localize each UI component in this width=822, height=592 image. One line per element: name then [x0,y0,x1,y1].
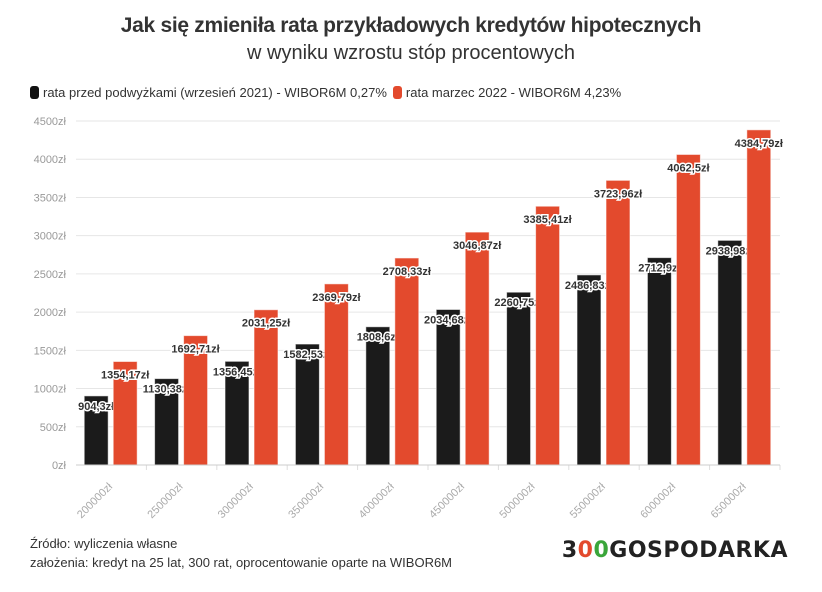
legend-label-before[interactable]: rata przed podwyżkami (wrzesień 2021) - … [43,85,387,100]
data-label: 1808,6zł [357,332,399,344]
data-label: 4062,5zł [667,162,709,174]
bar-before [154,378,180,466]
y-tick-label: 3500zł [34,192,67,204]
data-label: 1356,45zł [213,366,261,378]
bar-before [646,257,672,466]
data-label: 2034,68zł [424,314,472,326]
y-tick-label: 2000zł [34,307,67,319]
bar-march [112,360,138,466]
y-tick-label: 2500zł [34,269,67,281]
y-tick-label: 0zł [52,460,67,472]
legend: rata przed podwyżkami (wrzesień 2021) - … [30,85,621,100]
data-label: 2938,98zł [706,245,754,257]
bar-before [435,308,461,466]
x-tick-label: 600000zł [638,480,678,520]
y-tick-label: 3000zł [34,231,67,243]
source-note: Źródło: wyliczenia własne [30,536,178,551]
bar-before [294,343,320,466]
data-label: 2486,83zł [565,280,613,292]
data-label: 3723,96zł [594,188,642,200]
data-label: 1354,17zł [101,369,149,381]
x-tick-label: 200000zł [75,480,115,520]
bar-march [323,283,349,466]
data-label: 904,3zł [78,401,114,413]
data-label: 2708,33zł [383,266,431,278]
bar-march [535,205,561,466]
bar-march [183,335,209,466]
bar-march [605,179,631,466]
x-tick-label: 300000zł [216,480,256,520]
y-tick-label: 1500zł [34,345,67,357]
x-tick-label: 500000zł [497,480,537,520]
x-tick-label: 350000zł [286,480,326,520]
x-tick-label: 650000zł [709,480,749,520]
y-tick-label: 1000zł [34,384,67,396]
data-label: 2260,75zł [494,297,542,309]
plot-area: 0zł 500zł 1000zł 1500zł 2000zł 2500zł 3000zł 35… [34,116,785,521]
data-label: 1692,71zł [171,344,219,356]
data-label: 2712,9zł [638,263,680,275]
bar-march [746,129,772,466]
y-tick-label: 4000zł [34,154,67,166]
bar-before [365,326,391,466]
legend-label-march[interactable]: rata marzec 2022 - WIBOR6M 4,23% [405,85,622,100]
data-label: 3046,87zł [453,240,501,252]
bar-march [675,153,701,466]
data-label: 2369,79zł [312,292,360,304]
bar-march [394,257,420,466]
data-label: 1582,53zł [283,349,331,361]
x-tick-label: 400000zł [357,480,397,520]
data-label: 2031,25zł [242,318,290,330]
bar-before [576,274,602,466]
legend-swatch-before [30,86,39,99]
bar-before [83,395,109,466]
legend-swatch-march [392,86,402,99]
chart-subtitle: w wyniku wzrostu stóp procentowych [247,42,575,64]
y-tick-label: 500zł [40,422,67,434]
data-label: 1130,38zł [143,384,191,396]
x-tick-label: 550000zł [568,480,608,520]
assumptions-note: założenia: kredyt na 25 lat, 300 rat, op… [30,555,453,570]
bar-before [506,291,532,466]
x-tick-label: 450000zł [427,480,467,520]
logo: 300GOSPODARKA [561,538,788,563]
bar-before [717,239,743,466]
y-tick-label: 4500zł [34,116,67,128]
x-tick-label: 250000zł [145,480,185,520]
data-label: 4384,79zł [735,138,783,150]
bar-march [253,309,279,466]
data-label: 3385,41zł [523,214,571,226]
chart-title: Jak się zmieniła rata przykładowych kred… [120,14,702,37]
bar-march [464,231,490,466]
